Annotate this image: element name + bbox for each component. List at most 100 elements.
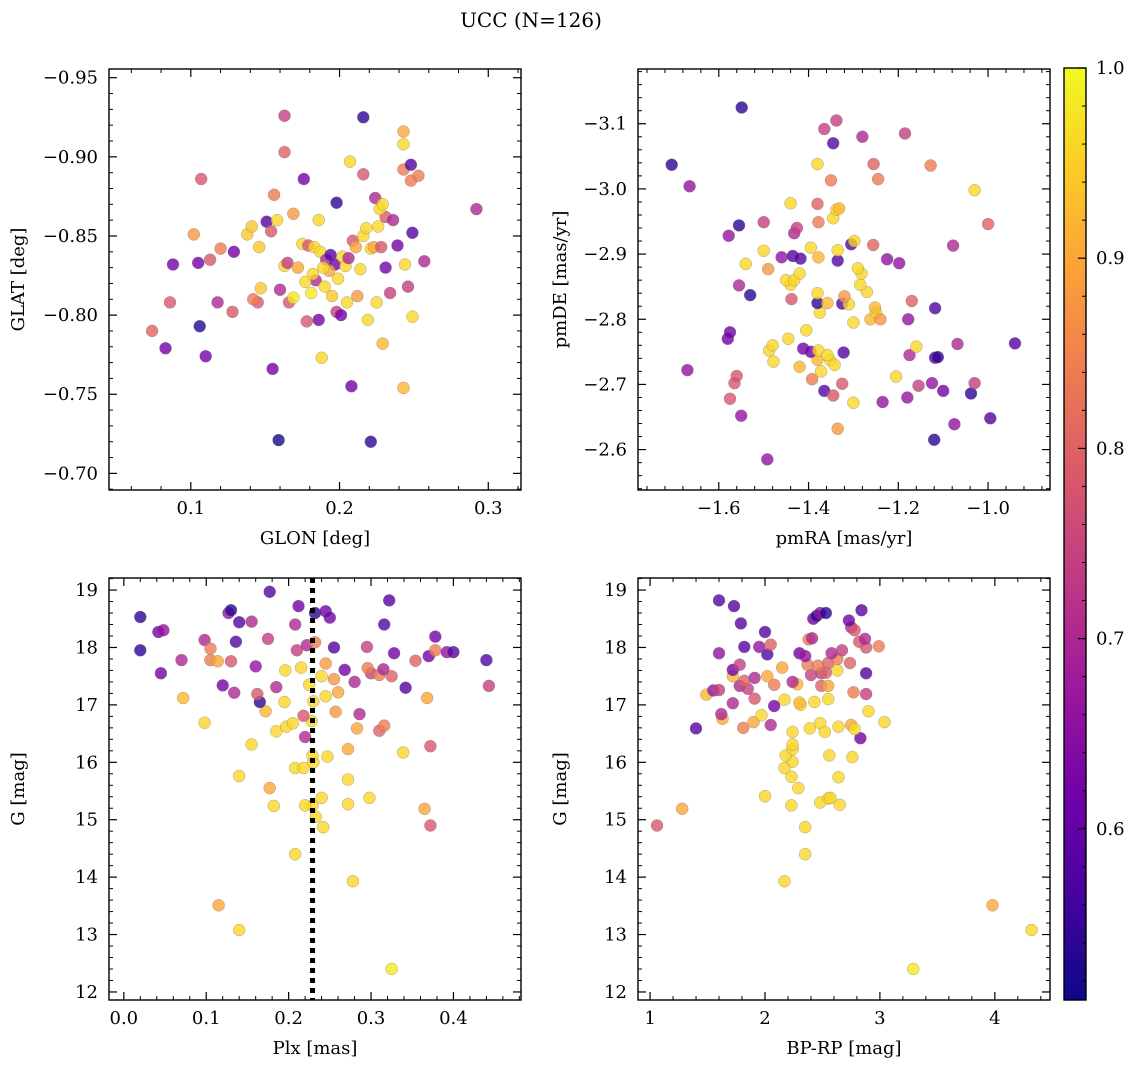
scatter-point: [859, 667, 873, 680]
axes-frame: [108, 68, 522, 491]
scatter-point: [734, 617, 748, 630]
scatter-point: [681, 363, 694, 377]
y-tick-label: 12: [604, 982, 627, 1003]
scatter-point: [290, 644, 304, 657]
scatter-point: [482, 679, 496, 693]
scatter-point: [798, 847, 812, 861]
scatter-point: [354, 262, 367, 276]
scatter-point: [398, 258, 412, 271]
figure-title: UCC (N=126): [460, 8, 602, 32]
x-tick-label: −1.2: [876, 498, 920, 519]
scatter-point: [288, 618, 302, 631]
scatter-point: [297, 172, 311, 186]
scatter-point: [204, 642, 217, 655]
scatter-point: [294, 661, 308, 674]
scatter-point: [821, 692, 835, 706]
scatter-point: [818, 725, 832, 739]
scatter-point: [227, 245, 241, 259]
panel-glon-glat: 0.1 0.2 0.3 −0.95 −0.90 −0.85 −0.80 −0.75 −0.70 G…: [8, 68, 522, 549]
x-tick-label: 4: [989, 1008, 1000, 1029]
scatter-point: [906, 962, 920, 976]
scatter-point: [267, 188, 281, 202]
scatter-point: [312, 213, 325, 227]
y-axis-label: pmDE [mas/yr]: [550, 211, 571, 349]
scatter-point: [382, 594, 396, 607]
scatter-point: [733, 658, 746, 671]
scatter-point: [288, 847, 302, 861]
x-tick-label: 0.0: [110, 1008, 139, 1029]
scatter-point: [757, 215, 770, 229]
colorbar-tick-label: 0.9: [1096, 248, 1125, 269]
scatter-point: [786, 675, 799, 689]
scatter-point: [910, 340, 923, 353]
scatter-point: [874, 313, 887, 326]
scatter-point: [232, 769, 246, 783]
scatter-point: [936, 384, 950, 398]
scatter-point: [216, 679, 229, 692]
scatter-point: [847, 686, 860, 699]
scatter-point: [912, 379, 925, 392]
scatter-point: [793, 267, 806, 280]
x-tick-label: 1: [644, 1008, 655, 1029]
scatter-point: [927, 433, 941, 447]
scatter-point: [785, 799, 798, 812]
scatter-point: [251, 687, 264, 701]
scatter-point: [387, 646, 401, 660]
scatter-point: [856, 130, 869, 144]
y-tick-label: 18: [604, 637, 627, 658]
scatter-point: [766, 339, 779, 352]
scatter-point: [675, 802, 689, 816]
scatter-point: [340, 296, 354, 309]
scatter-point: [805, 632, 819, 645]
x-tick-label: 0.1: [176, 498, 205, 519]
scatter-point: [357, 111, 370, 124]
y-tick-label: −2.9: [583, 244, 627, 265]
scatter-point: [821, 348, 834, 362]
scatter-point: [343, 155, 357, 168]
scatter-point: [758, 625, 772, 639]
scatter-point: [331, 686, 345, 699]
scatter-point: [287, 291, 300, 304]
scatter-point: [831, 243, 844, 257]
scatter-point: [406, 310, 419, 323]
x-tick-label: 0.3: [474, 498, 503, 519]
y-tick-label: −3.1: [583, 114, 627, 135]
scatter-point: [880, 253, 894, 266]
scatter-point: [838, 290, 851, 303]
scatter-point: [292, 599, 305, 613]
scatter-point: [833, 798, 846, 812]
scatter-point: [163, 296, 177, 309]
scatter-point: [761, 453, 774, 466]
scatter-point: [828, 358, 841, 372]
scatter-point: [247, 293, 260, 306]
scatter-point: [727, 599, 741, 613]
scatter-point: [715, 707, 728, 721]
scatter-point: [341, 773, 355, 786]
scatter-point: [409, 654, 422, 667]
scatter-point: [837, 346, 850, 359]
scatter-point: [931, 350, 945, 364]
y-tick-label: 19: [604, 580, 627, 601]
y-tick-label: −0.80: [43, 305, 98, 326]
scatter-point: [723, 392, 737, 406]
scatter-point: [166, 258, 180, 271]
scatter-point: [854, 731, 867, 745]
scatter-point: [319, 690, 332, 703]
scatter-point: [811, 157, 824, 171]
scatter-point: [748, 671, 761, 685]
y-axis-label: G [mag]: [550, 752, 571, 825]
scatter-point: [683, 180, 696, 193]
scatter-point: [786, 725, 799, 739]
scatter-point: [198, 633, 211, 647]
scatter-point: [767, 678, 781, 692]
scatter-point: [370, 296, 383, 309]
scatter-point: [316, 820, 330, 834]
scatter-point: [470, 202, 483, 216]
scatter-point: [263, 781, 276, 795]
y-tick-label: −0.95: [43, 68, 98, 89]
scatter-point: [898, 127, 912, 140]
scatter-point: [767, 355, 780, 368]
scatter-point: [318, 280, 331, 293]
colorbar-tick-label: 0.6: [1096, 819, 1125, 840]
